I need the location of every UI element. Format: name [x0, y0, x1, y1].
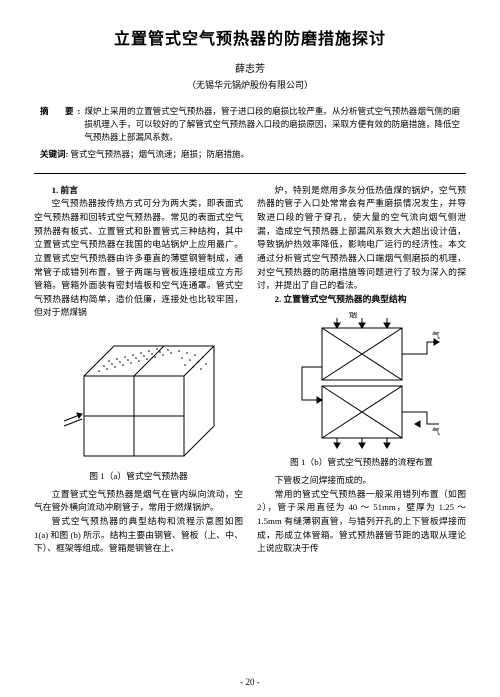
- figure-1a-caption: 图 1（a）管式空气预热器: [34, 470, 243, 484]
- body-para: 炉，特别是燃用多灰分低热值煤的锅炉，空气预热器的管子入口处常常会有严重磨损情况发…: [257, 184, 466, 293]
- figure-1a: 图 1（a）管式空气预热器: [34, 326, 243, 484]
- figure-1b: 气 气 烟 图 1（b）管式空气预热器的流程布置: [257, 312, 466, 470]
- body-para: 常用的管式空气预热器一般采用错列布置（如图 2），管子采用直径为 40 ～ 51…: [257, 488, 466, 556]
- section-2-head: 2. 立置管式空气预热器的典型结构: [257, 293, 466, 307]
- abstract-text: 煤炉上采用的立置管式空气预热器，管子进口段的磨损比较严重。从分析管式空气预热器烟…: [84, 105, 460, 145]
- body-columns: 1. 前言 空气预热器按传热方式可分为两大类，即表面式空气预热器和回转式空气预热…: [34, 184, 466, 556]
- svg-text:气: 气: [432, 330, 440, 340]
- body-para: 空气预热器按传热方式可分为两大类，即表面式空气预热器和回转式空气预热器。常见的表…: [34, 197, 243, 320]
- divider: [34, 173, 466, 174]
- abstract-label: 摘 要:: [40, 105, 84, 145]
- svg-text:烟: 烟: [349, 312, 357, 319]
- body-para: 下管板之间焊接而成的。: [257, 474, 466, 488]
- svg-text:气: 气: [432, 426, 440, 436]
- figure-1a-svg: [54, 326, 224, 466]
- body-para: 管式空气预热器的典型结构和流程示意图如图 1(a) 和图 (b) 所示。结构主要…: [34, 515, 243, 556]
- abstract-block: 摘 要: 煤炉上采用的立置管式空气预热器，管子进口段的磨损比较严重。从分析管式空…: [34, 105, 466, 145]
- keywords-label: 关键词:: [40, 149, 68, 159]
- body-para: 立置管式空气预热器是烟气在管内纵向流动，空气在管外横向流动冲刷管子，常用于燃煤锅…: [34, 488, 243, 515]
- author: 薛志芳: [34, 62, 466, 77]
- figure-1b-caption: 图 1（b）管式空气预热器的流程布置: [257, 456, 466, 470]
- keywords-text: 管式空气预热器；烟气流速；磨损；防磨措施。: [70, 149, 249, 159]
- figure-1b-svg: 气 气 烟: [277, 312, 447, 452]
- paper-title: 立置管式空气预热器的防磨措施探讨: [34, 28, 466, 52]
- section-1-head: 1. 前言: [34, 184, 243, 198]
- affiliation: （无锡华元锅炉股份有限公司）: [34, 79, 466, 93]
- page-number: - 20 -: [0, 676, 500, 690]
- keywords-block: 关键词: 管式空气预热器；烟气流速；磨损；防磨措施。: [34, 148, 466, 161]
